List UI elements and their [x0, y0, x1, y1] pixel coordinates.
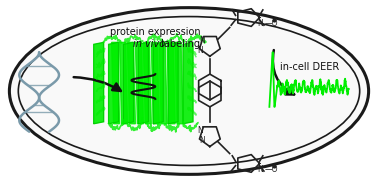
- Text: N: N: [197, 46, 203, 55]
- Ellipse shape: [9, 8, 369, 174]
- Text: —O: —O: [265, 165, 279, 174]
- Text: in-cell DEER: in-cell DEER: [280, 62, 340, 72]
- Text: labeling: labeling: [158, 39, 200, 49]
- Polygon shape: [112, 42, 119, 124]
- Text: N: N: [257, 165, 263, 174]
- Text: N: N: [199, 36, 205, 45]
- Polygon shape: [167, 42, 175, 124]
- Text: N: N: [199, 136, 205, 145]
- Polygon shape: [135, 42, 143, 124]
- Text: N: N: [257, 19, 263, 28]
- Polygon shape: [138, 42, 148, 124]
- Polygon shape: [108, 42, 119, 124]
- Text: N: N: [197, 126, 203, 135]
- Text: protein expression: protein expression: [110, 27, 201, 37]
- Polygon shape: [151, 42, 159, 124]
- Polygon shape: [94, 42, 104, 124]
- Polygon shape: [168, 42, 178, 124]
- Polygon shape: [159, 42, 167, 124]
- Polygon shape: [124, 42, 133, 124]
- Polygon shape: [143, 42, 151, 124]
- Polygon shape: [175, 42, 183, 124]
- Text: in vivo: in vivo: [133, 39, 166, 49]
- Polygon shape: [119, 42, 127, 124]
- Polygon shape: [153, 42, 163, 124]
- Polygon shape: [183, 42, 193, 124]
- Polygon shape: [127, 42, 135, 124]
- Text: —O: —O: [265, 19, 279, 28]
